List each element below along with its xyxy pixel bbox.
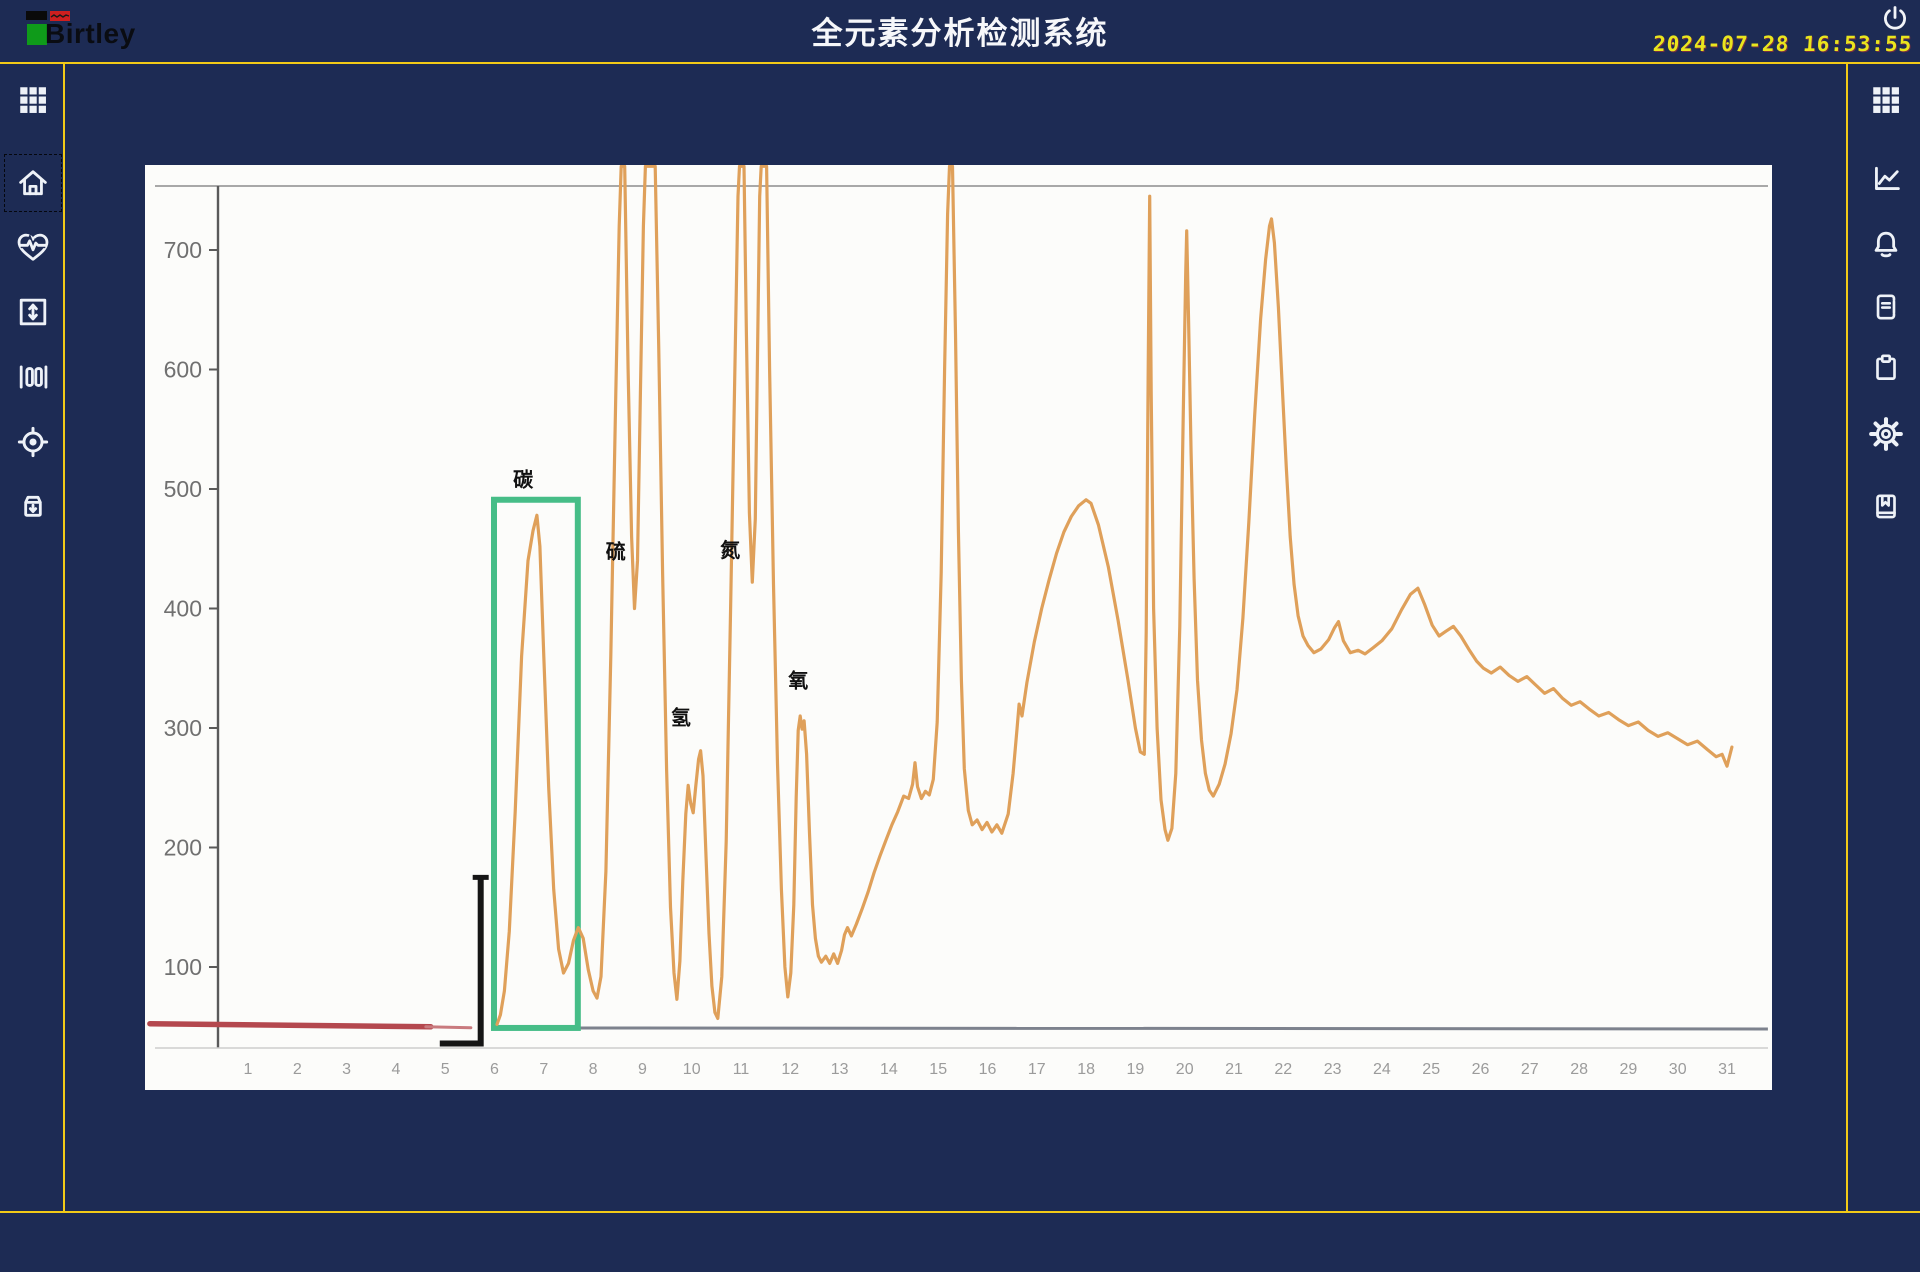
brand-logo: Birtley <box>24 8 204 56</box>
peak-label: 硫 <box>606 539 626 563</box>
y-tick-label: 700 <box>164 237 202 263</box>
x-tick-label: 21 <box>1225 1061 1243 1078</box>
x-tick-label: 4 <box>391 1061 400 1078</box>
line-chart-icon <box>1867 161 1905 197</box>
page-title: 全元素分析检测系统 <box>811 16 1109 51</box>
vertical-resize-icon <box>15 294 51 330</box>
sidebar-item-clipboard[interactable] <box>1860 342 1912 394</box>
peak-label: 氮 <box>720 538 740 562</box>
peak-label: 碳 <box>513 468 534 492</box>
x-tick-label: 20 <box>1176 1061 1194 1078</box>
y-tick-label: 600 <box>164 357 202 383</box>
sidebar-item-vertical-resize[interactable] <box>7 286 59 338</box>
document-icon <box>1869 289 1903 325</box>
y-tick-label: 500 <box>164 476 202 502</box>
x-tick-label: 17 <box>1028 1061 1046 1078</box>
y-tick-label: 300 <box>164 715 202 741</box>
bracket-mark <box>439 877 484 1047</box>
x-tick-label: 2 <box>293 1061 302 1078</box>
logo-red-square <box>50 11 70 21</box>
sidebar-item-grid[interactable] <box>1860 74 1912 126</box>
y-tick-label: 100 <box>164 954 202 980</box>
x-tick-label: 8 <box>589 1061 598 1078</box>
x-tick-label: 25 <box>1422 1061 1440 1078</box>
datetime-display: 2024-07-28 16:53:55 <box>1651 32 1913 56</box>
x-tick-label: 26 <box>1472 1061 1490 1078</box>
x-tick-label: 24 <box>1373 1061 1391 1078</box>
divider-bottom <box>0 1211 1920 1213</box>
x-tick-label: 23 <box>1324 1061 1342 1078</box>
chromatogram-curve <box>495 165 1734 1026</box>
peak-label: 氧 <box>787 668 808 692</box>
bookmark-book-icon <box>1869 489 1903 525</box>
highlight-box-carbon <box>491 496 581 1031</box>
x-tick-label: 28 <box>1570 1061 1588 1078</box>
x-tick-label: 1 <box>244 1061 253 1078</box>
divider-top <box>0 62 1920 64</box>
x-tick-label: 27 <box>1521 1061 1539 1078</box>
baseline-red-fade <box>424 1025 473 1030</box>
logo-green-square <box>27 24 47 45</box>
sidebar-item-gear[interactable] <box>1860 408 1912 460</box>
sidebar-item-home[interactable] <box>4 154 62 212</box>
divider-right <box>1846 64 1848 1211</box>
x-tick-label: 31 <box>1718 1061 1736 1078</box>
x-tick-label: 10 <box>683 1061 701 1078</box>
sidebar-item-bookmark-book[interactable] <box>1860 481 1912 533</box>
x-tick-label: 3 <box>342 1061 351 1078</box>
sidebar-item-archive-down[interactable] <box>7 482 59 534</box>
sidebar-item-target[interactable] <box>7 416 59 468</box>
sidebar-item-heartbeat[interactable] <box>7 221 59 273</box>
bell-icon <box>1868 227 1904 263</box>
grid-icon <box>16 83 50 117</box>
x-tick-label: 29 <box>1620 1061 1638 1078</box>
logo-black-square <box>26 11 47 20</box>
x-tick-label: 6 <box>490 1061 499 1078</box>
home-icon <box>15 165 51 201</box>
x-tick-label: 15 <box>929 1061 947 1078</box>
x-tick-label: 22 <box>1274 1061 1292 1078</box>
baseline-gray <box>577 1026 1768 1031</box>
y-tick-label: 200 <box>164 835 202 861</box>
chromatogram-panel: 100 200 300 400 500 600 700 1 2 3 4 5 6 7 8 9 10 11 12 13 14… <box>145 165 1772 1090</box>
heartbeat-icon <box>14 229 52 265</box>
sidebar-item-columns[interactable] <box>7 351 59 403</box>
sidebar-item-grid[interactable] <box>7 74 59 126</box>
peak-label: 氢 <box>671 705 691 729</box>
divider-left <box>63 64 65 1211</box>
logo-zigzag-icon <box>50 14 70 18</box>
gear-icon <box>1867 415 1905 453</box>
x-tick-label: 19 <box>1127 1061 1145 1078</box>
clipboard-icon <box>1869 350 1903 386</box>
sidebar-item-bell[interactable] <box>1860 219 1912 271</box>
x-tick-label: 13 <box>831 1061 849 1078</box>
logo-text: Birtley <box>45 18 136 49</box>
target-icon <box>14 423 52 461</box>
x-tick-label: 11 <box>733 1061 750 1078</box>
baseline-red <box>147 1021 434 1030</box>
x-tick-label: 14 <box>880 1061 898 1078</box>
x-tick-label: 12 <box>781 1061 799 1078</box>
x-tick-label: 16 <box>979 1061 997 1078</box>
grid-icon <box>1869 83 1903 117</box>
header-bar: Birtley 全元素分析检测系统 2024-07-28 16:53:55 <box>0 0 1920 62</box>
y-tick-label: 400 <box>164 596 202 622</box>
x-tick-label: 7 <box>539 1061 548 1078</box>
columns-icon <box>15 359 51 395</box>
power-icon[interactable] <box>1880 4 1910 34</box>
sidebar-item-document[interactable] <box>1860 281 1912 333</box>
x-tick-label: 5 <box>441 1061 450 1078</box>
x-tick-label: 9 <box>638 1061 647 1078</box>
sidebar-item-line-chart[interactable] <box>1860 153 1912 205</box>
x-tick-label: 18 <box>1077 1061 1095 1078</box>
x-tick-label: 30 <box>1669 1061 1687 1078</box>
archive-down-icon <box>15 490 51 526</box>
